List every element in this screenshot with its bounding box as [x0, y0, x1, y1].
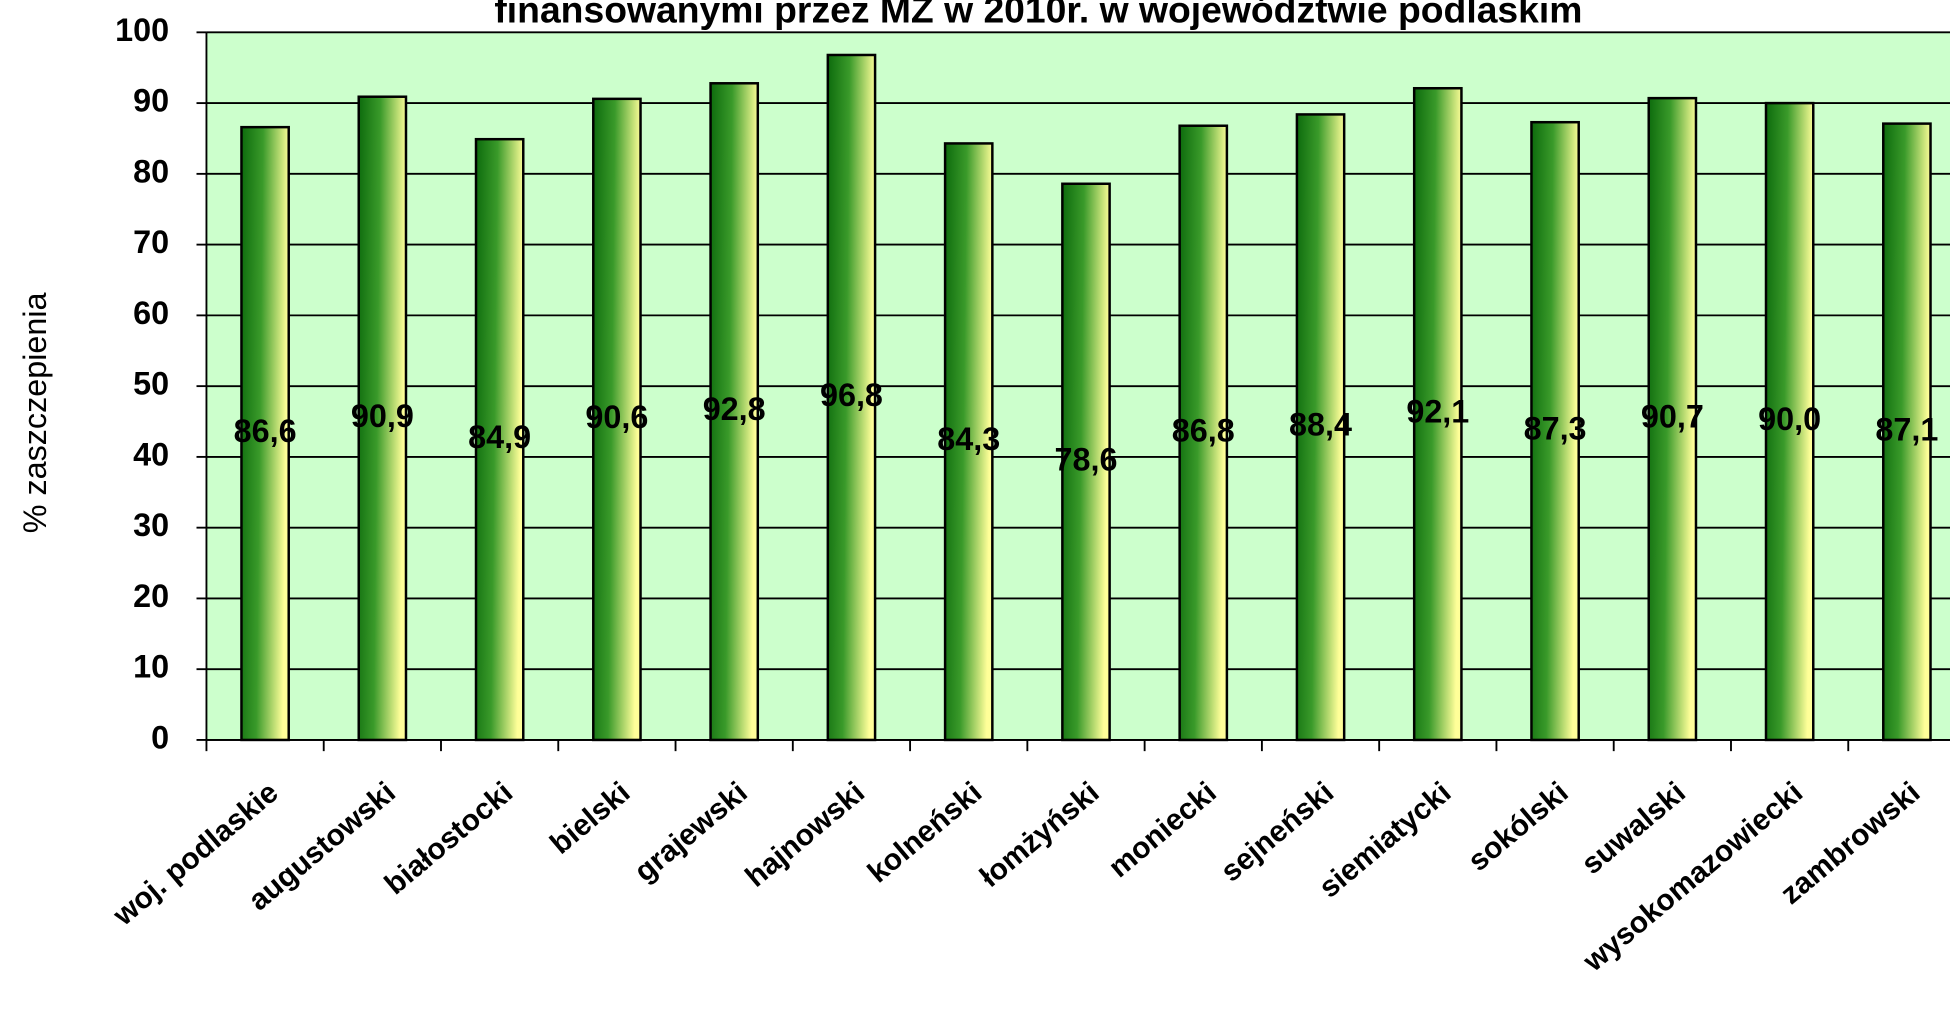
bar	[357, 95, 408, 742]
y-tick-label: 60	[133, 295, 169, 331]
bar	[943, 142, 994, 742]
data-label: 87,3	[1524, 411, 1587, 447]
data-label: 90,6	[585, 399, 648, 435]
bar	[474, 137, 525, 742]
x-tick-label: wysokomazowiecki	[1576, 776, 1809, 979]
bar	[1061, 182, 1111, 742]
data-label: 92,8	[703, 391, 766, 427]
data-label: 84,3	[937, 421, 1000, 457]
y-tick-label: 70	[133, 224, 169, 260]
bar	[1178, 124, 1229, 742]
data-label: 87,1	[1875, 411, 1938, 447]
data-label: 86,6	[234, 413, 297, 449]
bar	[1647, 96, 1698, 742]
bar	[1412, 86, 1463, 742]
y-tick-label: 90	[133, 83, 169, 119]
x-tick-label: moniecki	[1103, 776, 1223, 884]
x-tick-label: białostocki	[379, 776, 520, 901]
data-label: 84,9	[468, 419, 531, 455]
y-tick-label: 0	[151, 719, 169, 755]
bar	[1882, 122, 1932, 742]
data-label: 86,8	[1172, 412, 1235, 448]
y-tick-label: 10	[133, 649, 169, 685]
x-tick-label: sokólski	[1462, 776, 1575, 878]
x-tick-label: suwalski	[1575, 776, 1691, 881]
x-tick-label: łomżyński	[974, 776, 1106, 894]
data-label: 90,7	[1641, 399, 1704, 435]
y-axis-label: % zaszczepienia	[17, 292, 53, 533]
bar	[1295, 113, 1346, 742]
bar	[1764, 101, 1815, 742]
data-label: 90,0	[1758, 401, 1821, 437]
y-tick-label: 30	[133, 507, 169, 543]
data-label: 92,1	[1406, 394, 1469, 430]
bar	[1530, 120, 1580, 742]
x-tick-label: kolneński	[862, 776, 989, 890]
data-label: 88,4	[1289, 407, 1352, 443]
y-tick-label: 20	[133, 578, 169, 614]
data-label: 90,9	[351, 398, 414, 434]
bar	[826, 53, 877, 742]
bar	[592, 97, 642, 742]
y-tick-label: 80	[133, 153, 169, 189]
y-tick-label: 100	[115, 12, 169, 48]
x-tick-label: bielski	[544, 776, 636, 861]
x-tick-label: grajewski	[628, 776, 753, 889]
chart-title: finansowanymi przez MZ w 2010r. w wojewó…	[494, 0, 1582, 30]
data-label: 96,8	[820, 377, 883, 413]
y-tick-label: 50	[133, 366, 169, 402]
bar	[709, 82, 760, 742]
data-label: 78,6	[1055, 441, 1118, 477]
y-tick-label: 40	[133, 436, 169, 472]
bar	[240, 125, 290, 742]
x-tick-label: hajnowski	[739, 776, 871, 894]
